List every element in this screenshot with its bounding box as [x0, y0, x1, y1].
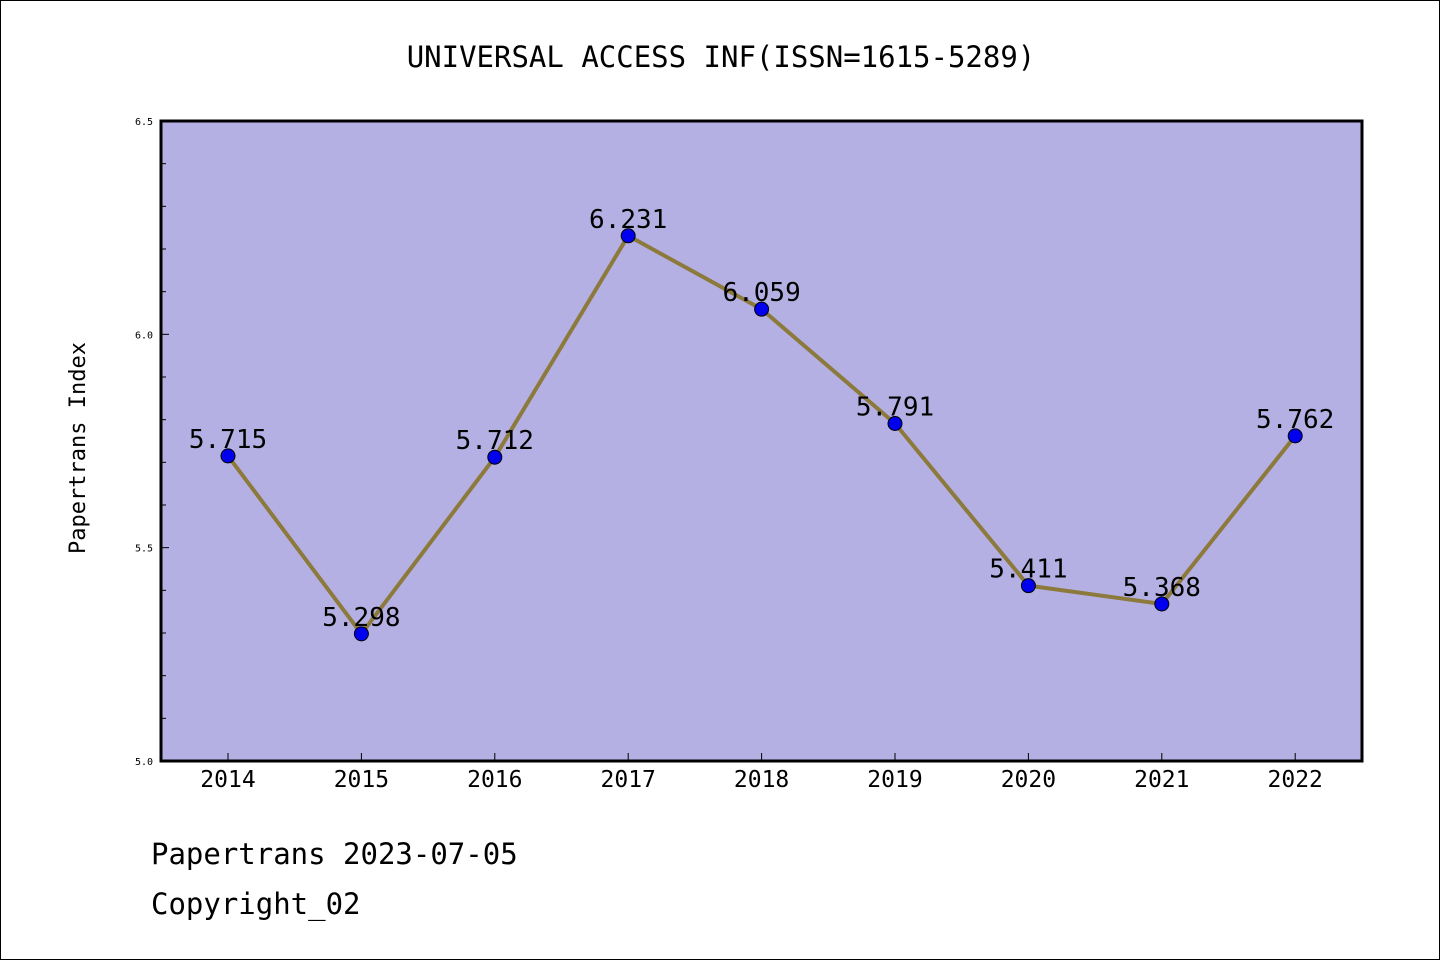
data-label: 5.298 — [322, 603, 400, 633]
plot-area — [159, 119, 1364, 763]
data-label: 5.368 — [1123, 573, 1201, 603]
x-tick-label: 2021 — [1134, 767, 1189, 793]
data-label: 6.059 — [722, 278, 800, 308]
data-point — [754, 301, 770, 317]
y-tick-label: 5.5 — [135, 544, 153, 555]
data-point — [1020, 578, 1036, 594]
x-tick-label: 2022 — [1268, 767, 1323, 793]
data-label: 5.411 — [989, 555, 1067, 585]
data-label: 5.791 — [856, 393, 934, 423]
y-axis: 5.0 5.5 6.0 6.5 — [135, 117, 169, 768]
data-point — [1287, 428, 1303, 444]
x-tick-label: 2015 — [334, 767, 389, 793]
data-label: 5.712 — [456, 426, 534, 456]
chart-title: UNIVERSAL ACCESS INF(ISSN=1615-5289) — [407, 40, 1036, 74]
data-point — [1154, 596, 1170, 612]
x-tick-label: 2019 — [867, 767, 922, 793]
data-label: 5.715 — [189, 425, 267, 455]
series-layer: 5.715 5.298 5.712 6.231 6.059 5.791 5.411 5.368… — [189, 205, 1334, 642]
x-tick-label: 2020 — [1001, 767, 1056, 793]
footer-copyright: Copyright_02 — [151, 887, 361, 921]
data-point — [487, 449, 503, 465]
y-axis-label: Papertrans Index — [66, 342, 91, 554]
y-tick-label: 5.0 — [135, 757, 153, 768]
data-point — [353, 626, 369, 642]
x-tick-label: 2018 — [734, 767, 789, 793]
footer-date: Papertrans 2023-07-05 — [151, 837, 518, 871]
x-axis: 2014 2015 2016 2017 2018 2019 2020 2021 2022 — [200, 753, 1323, 793]
y-tick-label: 6.5 — [135, 117, 153, 128]
x-tick-label: 2016 — [467, 767, 522, 793]
data-point — [620, 228, 636, 244]
data-point — [887, 416, 903, 432]
data-label: 6.231 — [589, 205, 667, 235]
x-tick-label: 2014 — [200, 767, 255, 793]
data-point — [220, 448, 236, 464]
x-tick-label: 2017 — [601, 767, 656, 793]
data-label: 5.762 — [1256, 405, 1334, 435]
y-tick-label: 6.0 — [135, 330, 153, 341]
